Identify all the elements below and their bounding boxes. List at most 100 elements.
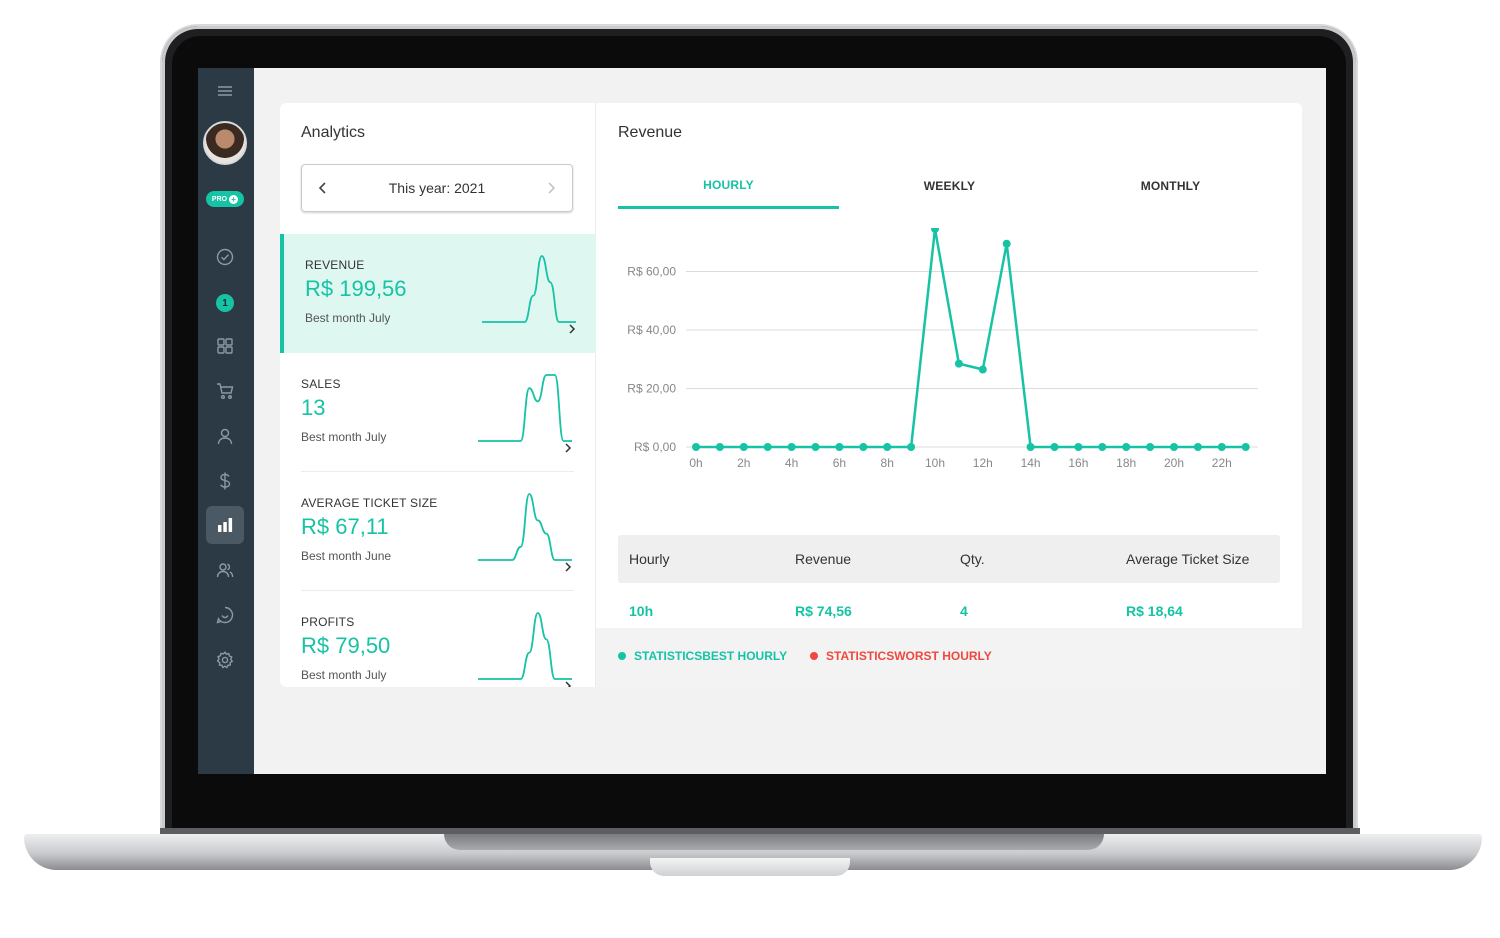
analytics-card: Analytics This year: 2021 REVENUE R$ 199…	[280, 103, 1302, 687]
x-tick-label: 16h	[1068, 456, 1088, 470]
column-header-hourly: Hourly	[629, 551, 670, 567]
x-tick-label: 22h	[1212, 456, 1232, 470]
plus-icon: +	[229, 194, 239, 204]
y-tick-label: R$ 60,00	[627, 265, 676, 279]
chevron-right-icon[interactable]	[567, 324, 577, 334]
data-point	[1026, 443, 1035, 451]
cell-average-ticket: R$ 18,64	[1126, 603, 1183, 619]
data-point	[692, 443, 700, 451]
best-dot-icon	[618, 652, 626, 660]
x-tick-label: 0h	[689, 456, 702, 470]
x-tick-label: 8h	[881, 456, 894, 470]
statistics-legend: STATISTICSBEST HOURLY STATISTICSWORST HO…	[596, 628, 1302, 687]
analytics-bar-icon[interactable]	[206, 506, 244, 544]
y-tick-label: R$ 20,00	[627, 382, 676, 396]
data-point	[1050, 443, 1059, 451]
dashboard-grid-icon[interactable]	[206, 327, 244, 365]
app-screen: PRO + 1	[198, 68, 1326, 774]
tab-monthly[interactable]: MONTHLY	[1140, 179, 1201, 193]
table-header: Hourly Revenue Qty. Average Ticket Size	[618, 535, 1280, 583]
customers-icon[interactable]	[206, 551, 244, 589]
chevron-left-icon[interactable]	[312, 177, 334, 199]
revenue-line-chart: R$ 0,00 R$ 20,00 R$ 40,00 R$ 60,00 0h 2h 4h 6h 8…	[627, 228, 1258, 470]
metric-label: REVENUE	[305, 258, 365, 272]
laptop-notch	[650, 858, 850, 876]
period-tabs: HOURLY WEEKLY MONTHLY	[618, 163, 1280, 209]
data-point	[1193, 443, 1202, 451]
divider	[301, 471, 574, 472]
average-ticket-sparkline	[478, 493, 572, 561]
data-point	[811, 443, 820, 451]
cart-icon[interactable]	[206, 372, 244, 410]
worst-dot-icon	[810, 652, 818, 660]
sparkline-path	[478, 612, 572, 680]
data-point	[1241, 443, 1250, 451]
y-tick-label: R$ 0,00	[634, 440, 676, 454]
chevron-right-icon[interactable]	[540, 177, 562, 199]
metric-best-month: Best month June	[301, 549, 392, 563]
notification-badge[interactable]: 1	[216, 294, 234, 312]
tab-weekly[interactable]: WEEKLY	[923, 179, 976, 193]
period-label: This year: 2021	[388, 180, 486, 196]
revenue-title: Revenue	[618, 124, 683, 141]
table-row[interactable]: 10h R$ 74,56 4 R$ 18,64	[618, 583, 1280, 639]
tasks-check-icon[interactable]	[206, 238, 244, 276]
analytics-panel: Analytics This year: 2021 REVENUE R$ 199…	[280, 103, 596, 687]
metric-label: SALES	[301, 377, 341, 391]
x-tick-label: 12h	[973, 456, 993, 470]
x-tick-label: 18h	[1116, 456, 1136, 470]
cell-hour: 10h	[629, 603, 654, 619]
cell-revenue: R$ 74,56	[795, 603, 852, 619]
metric-label: PROFITS	[301, 615, 355, 629]
data-point	[763, 443, 772, 451]
data-point	[1217, 443, 1226, 451]
legend-worst[interactable]: STATISTICSWORST HOURLY	[810, 649, 992, 663]
legend-best[interactable]: STATISTICSBEST HOURLY	[618, 649, 787, 663]
data-point	[1170, 443, 1178, 451]
menu-icon[interactable]	[206, 72, 244, 110]
settings-gear-icon[interactable]	[206, 641, 244, 679]
data-point	[883, 443, 892, 451]
metric-card-average-ticket[interactable]: AVERAGE TICKET SIZE R$ 67,11 Best month …	[280, 472, 596, 591]
chevron-right-icon[interactable]	[563, 443, 573, 453]
revenue-series-line	[696, 228, 1246, 449]
metric-best-month: Best month July	[301, 668, 387, 682]
chevron-right-icon[interactable]	[563, 562, 573, 572]
metric-card-revenue[interactable]: REVENUE R$ 199,56 Best month July	[280, 234, 596, 353]
data-point	[1074, 443, 1083, 451]
feedback-icon[interactable]	[206, 596, 244, 634]
pro-badge[interactable]: PRO +	[206, 191, 244, 207]
period-selector[interactable]: This year: 2021	[301, 164, 573, 212]
data-point	[1002, 239, 1011, 248]
chevron-right-icon[interactable]	[563, 681, 573, 687]
page-title: Analytics	[301, 124, 366, 141]
data-point	[931, 228, 939, 233]
metric-value: R$ 79,50	[301, 633, 391, 658]
laptop-hinge	[160, 828, 1360, 836]
data-point	[954, 359, 963, 368]
legend-best-label: STATISTICSBEST HOURLY	[634, 649, 788, 663]
metric-card-sales[interactable]: SALES 13 Best month July	[280, 353, 596, 472]
hourly-table: Hourly Revenue Qty. Average Ticket Size …	[618, 535, 1280, 639]
dollar-icon[interactable]	[206, 462, 244, 500]
avatar[interactable]	[203, 121, 247, 165]
x-tick-label: 20h	[1164, 456, 1184, 470]
column-header-qty: Qty.	[960, 551, 985, 567]
tab-hourly[interactable]: HOURLY	[618, 163, 839, 209]
divider	[301, 590, 574, 591]
sales-sparkline	[478, 374, 572, 442]
user-icon[interactable]	[206, 417, 244, 455]
sparkline-path	[478, 374, 572, 442]
data-point	[907, 443, 916, 451]
revenue-panel: Revenue HOURLY WEEKLY MONTHLY R$ 0,00 R$ …	[596, 103, 1302, 687]
data-point	[787, 443, 796, 451]
x-tick-label: 6h	[833, 456, 846, 470]
metric-card-profits[interactable]: PROFITS R$ 79,50 Best month July	[280, 591, 596, 687]
sidebar: PRO + 1	[198, 68, 254, 774]
data-point	[1146, 443, 1155, 451]
pro-label: PRO	[211, 195, 228, 203]
x-tick-label: 14h	[1021, 456, 1041, 470]
metric-value: R$ 199,56	[305, 276, 407, 301]
metric-label: AVERAGE TICKET SIZE	[301, 496, 438, 510]
metric-value: R$ 67,11	[301, 514, 389, 539]
